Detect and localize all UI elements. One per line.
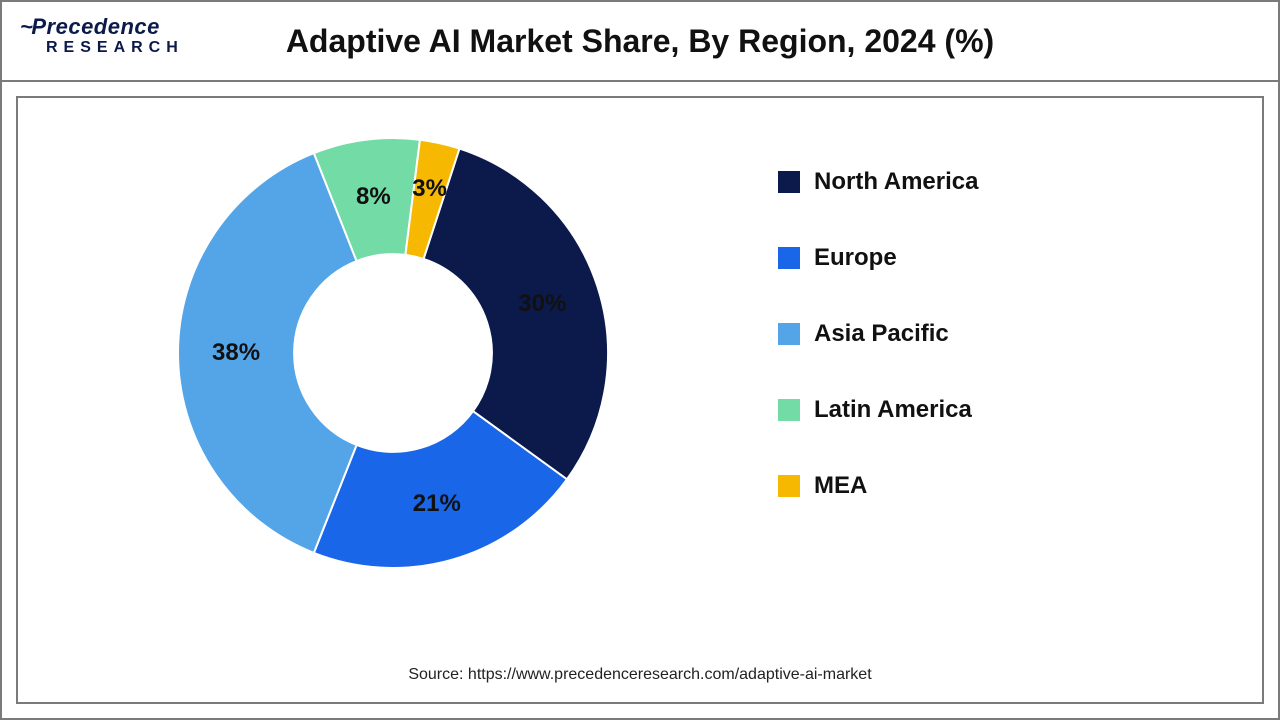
chart-area: 30% 21% 38% 8% 3% North America Europe Asia Pa… bbox=[18, 98, 1262, 702]
legend-swatch-icon bbox=[778, 399, 800, 421]
legend-item: Europe bbox=[778, 244, 978, 272]
chart-outer-frame: ~ Precedence RESEARCH Adaptive AI Market… bbox=[0, 0, 1280, 720]
legend-item: MEA bbox=[778, 472, 978, 500]
slice-value-label: 8% bbox=[356, 183, 391, 211]
legend-label: Asia Pacific bbox=[814, 320, 949, 348]
legend-swatch-icon bbox=[778, 171, 800, 193]
donut-slice bbox=[178, 153, 357, 553]
legend-item: Latin America bbox=[778, 396, 978, 424]
header-bar: ~ Precedence RESEARCH Adaptive AI Market… bbox=[2, 2, 1278, 82]
logo-top-text: Precedence bbox=[31, 16, 160, 38]
legend-label: North America bbox=[814, 168, 978, 196]
logo-bottom-text: RESEARCH bbox=[20, 40, 184, 56]
legend-swatch-icon bbox=[778, 475, 800, 497]
legend-label: Latin America bbox=[814, 396, 972, 424]
legend-swatch-icon bbox=[778, 247, 800, 269]
logo-top-line: ~ Precedence bbox=[20, 16, 184, 38]
slice-value-label: 30% bbox=[518, 290, 566, 318]
slice-value-label: 3% bbox=[412, 175, 447, 203]
chart-frame: 30% 21% 38% 8% 3% North America Europe Asia Pa… bbox=[16, 96, 1264, 704]
legend-label: Europe bbox=[814, 244, 897, 272]
slice-value-label: 21% bbox=[413, 490, 461, 518]
legend: North America Europe Asia Pacific Latin Ame… bbox=[778, 168, 978, 500]
legend-item: North America bbox=[778, 168, 978, 196]
chart-title: Adaptive AI Market Share, By Region, 202… bbox=[2, 23, 1278, 60]
donut-chart: 30% 21% 38% 8% 3% bbox=[178, 138, 608, 568]
legend-item: Asia Pacific bbox=[778, 320, 978, 348]
brand-logo: ~ Precedence RESEARCH bbox=[20, 16, 184, 56]
source-text: Source: https://www.precedenceresearch.c… bbox=[18, 666, 1262, 684]
slice-value-label: 38% bbox=[212, 339, 260, 367]
legend-label: MEA bbox=[814, 472, 867, 500]
legend-swatch-icon bbox=[778, 323, 800, 345]
donut-slice bbox=[424, 149, 608, 480]
